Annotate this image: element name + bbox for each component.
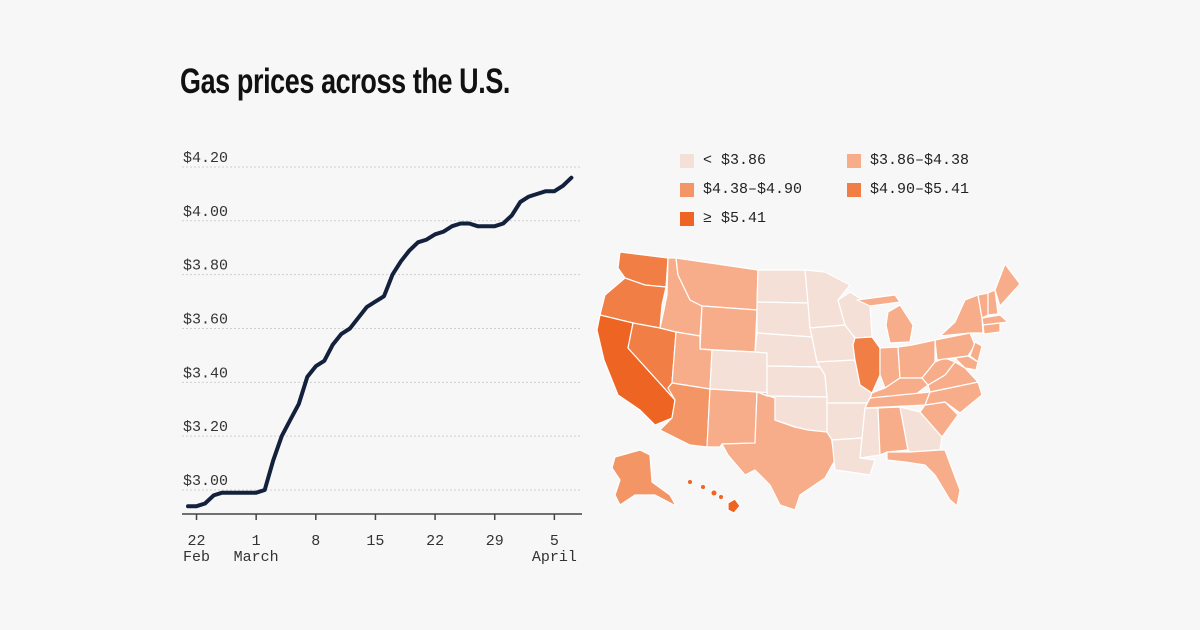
legend-label: $4.38–$4.90 xyxy=(703,181,803,198)
state-al xyxy=(877,406,909,456)
y-tick-label: $4.20 xyxy=(183,150,228,167)
legend-label: < $3.86 xyxy=(703,152,767,169)
x-tick-label: 22 xyxy=(426,533,444,550)
legend-item: < $3.86 xyxy=(680,152,766,169)
state-ia xyxy=(809,324,856,363)
state-ms xyxy=(859,407,881,459)
state-nm xyxy=(706,388,758,448)
x-month-label: Feb xyxy=(183,549,210,566)
legend-swatch xyxy=(847,182,861,197)
state-nd xyxy=(756,269,809,304)
x-tick-label: 8 xyxy=(311,533,320,550)
legend-label: $3.86–$4.38 xyxy=(870,152,970,169)
legend-label: $4.90–$5.41 xyxy=(870,181,970,198)
state-ny xyxy=(939,294,984,337)
x-tick-label: 22 xyxy=(188,533,206,550)
state-mi xyxy=(856,294,901,307)
state-ct xyxy=(982,322,1001,335)
legend-swatch xyxy=(680,153,694,168)
legend-item: ≥ $5.41 xyxy=(680,210,766,227)
state-sd xyxy=(756,301,813,338)
state-fl xyxy=(886,449,961,507)
legend-label: ≥ $5.41 xyxy=(703,210,767,227)
state-hi xyxy=(727,498,741,514)
price-line xyxy=(186,175,574,509)
state-hi-island xyxy=(711,490,717,496)
y-tick-label: $3.00 xyxy=(183,473,228,490)
state-wy xyxy=(699,305,758,353)
y-tick-label: $3.40 xyxy=(183,365,228,382)
state-nh xyxy=(987,289,999,316)
us-map xyxy=(596,251,1021,514)
x-tick-label: 15 xyxy=(366,533,384,550)
legend-item: $3.86–$4.38 xyxy=(847,152,969,169)
state-ma xyxy=(981,314,1009,326)
state-ks xyxy=(766,365,828,398)
x-month-label: April xyxy=(532,549,577,566)
y-tick-label: $3.80 xyxy=(183,258,228,275)
x-tick-label: 1 xyxy=(252,533,261,550)
gridlines xyxy=(182,166,582,491)
state-md xyxy=(954,355,979,371)
state-me xyxy=(994,263,1021,307)
x-tick-label: 29 xyxy=(486,533,504,550)
legend-swatch xyxy=(680,182,694,197)
state-ar xyxy=(826,402,868,441)
state-mi xyxy=(885,304,914,344)
y-tick-label: $4.00 xyxy=(183,204,228,221)
y-tick-label: $3.60 xyxy=(183,311,228,328)
y-axis-ticks: $3.00 $3.20 $3.40 $3.60 $3.80 $4.00 $4.20 xyxy=(183,150,228,490)
x-month-label: March xyxy=(234,549,279,566)
legend-swatch xyxy=(680,211,694,226)
series-line xyxy=(186,175,574,509)
state-hi-island xyxy=(688,480,692,484)
legend-swatch xyxy=(847,153,861,168)
state-hi-island xyxy=(719,495,723,499)
legend-item: $4.38–$4.90 xyxy=(680,181,802,198)
state-ak xyxy=(611,449,677,507)
legend-item: $4.90–$5.41 xyxy=(847,181,969,198)
y-tick-label: $3.20 xyxy=(183,419,228,436)
state-hi-island xyxy=(701,485,705,489)
x-tick-label: 5 xyxy=(550,533,559,550)
chart-title: Gas prices across the U.S. xyxy=(180,62,511,101)
